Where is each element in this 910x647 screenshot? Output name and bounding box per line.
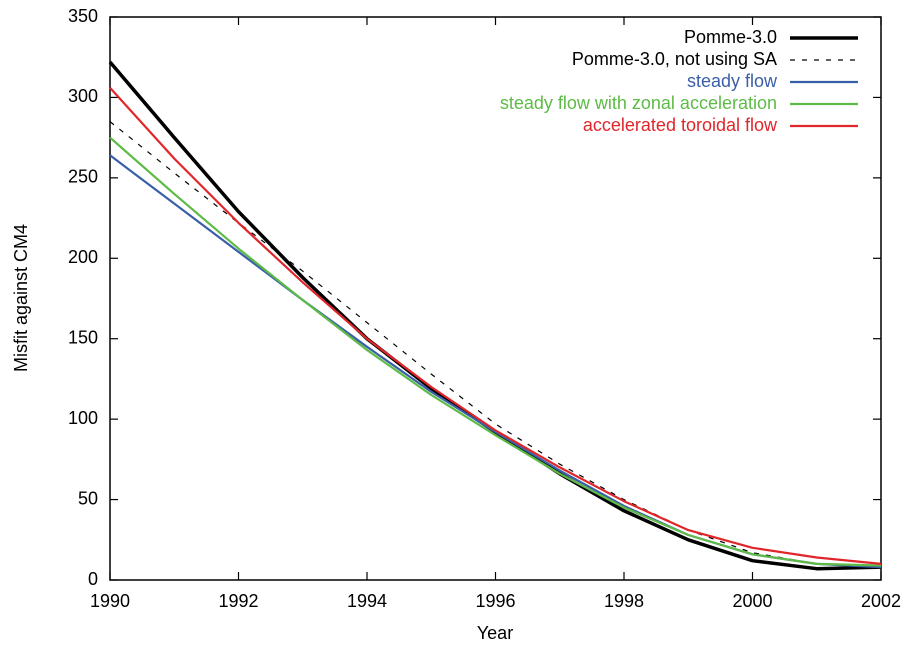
y-tick-label: 200: [68, 247, 98, 267]
y-axis-label: Misfit against CM4: [11, 224, 31, 372]
series-line: [109, 154, 882, 569]
y-tick-label: 150: [68, 327, 98, 347]
x-tick-label: 2002: [861, 591, 901, 611]
x-tick-label: 2000: [732, 591, 772, 611]
x-axis-label: Year: [477, 623, 513, 643]
y-tick-label: 350: [68, 6, 98, 26]
series-line: [109, 136, 882, 567]
legend-label: steady flow: [687, 71, 778, 91]
x-tick-label: 1994: [347, 591, 387, 611]
y-tick-label: 300: [68, 86, 98, 106]
y-tick-label: 250: [68, 167, 98, 187]
x-tick-label: 1992: [218, 591, 258, 611]
y-tick-label: 100: [68, 408, 98, 428]
y-tick-label: 50: [78, 488, 98, 508]
x-tick-label: 1990: [90, 591, 130, 611]
legend-label: Pomme-3.0: [684, 27, 777, 47]
legend-label: steady flow with zonal acceleration: [500, 93, 777, 113]
series-line: [109, 121, 882, 568]
legend-label: accelerated toroidal flow: [583, 115, 778, 135]
x-tick-label: 1996: [475, 591, 515, 611]
series-line: [109, 87, 882, 565]
y-tick-label: 0: [88, 569, 98, 589]
legend-label: Pomme-3.0, not using SA: [572, 49, 777, 69]
series-line: [108, 60, 882, 571]
x-tick-label: 1998: [604, 591, 644, 611]
